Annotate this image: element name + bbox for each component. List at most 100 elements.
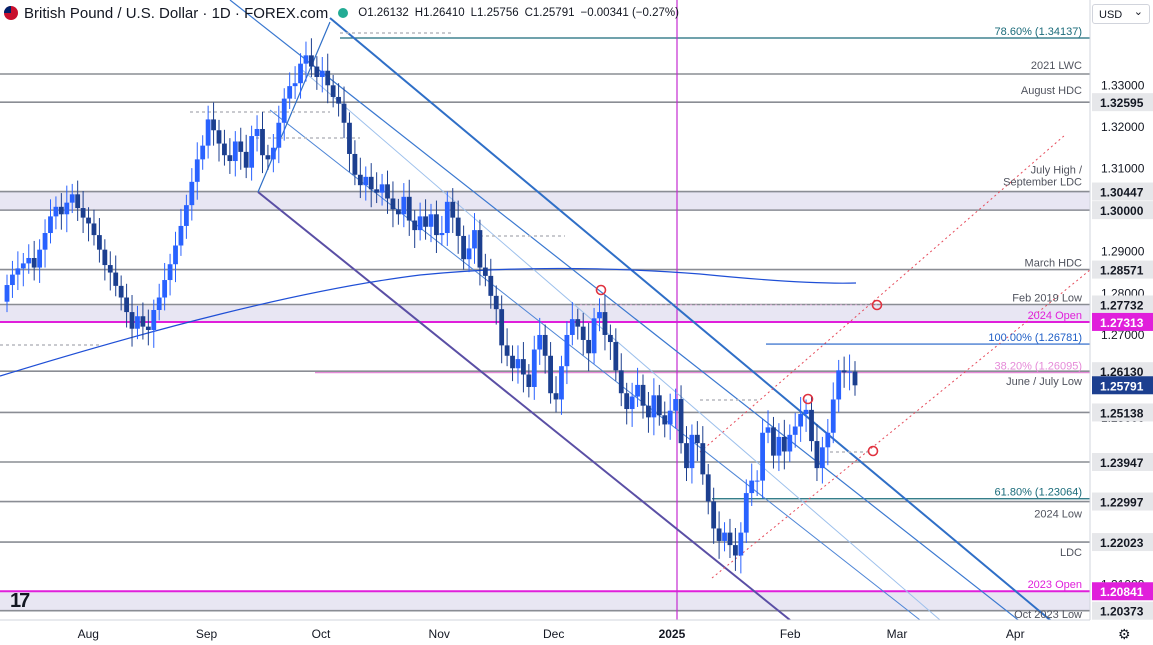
price-axis-label: 1.22997 (1100, 496, 1144, 510)
candle-body (809, 409, 814, 442)
pivot-marker (871, 299, 883, 311)
price-axis-label-bg (1092, 453, 1153, 472)
price-axis-label-bg (1092, 533, 1153, 552)
candle-body (167, 264, 173, 281)
candle-body (662, 415, 668, 425)
candle-body (461, 235, 467, 260)
candle-body (651, 395, 657, 418)
candle-body (260, 128, 265, 156)
candle-body (716, 528, 722, 541)
candle-body (787, 434, 793, 452)
close-value: C1.25791 (524, 7, 575, 19)
time-tick-label: Aug (78, 627, 99, 641)
price-axis-label: 1.25138 (1100, 406, 1144, 420)
candle-body (107, 265, 113, 273)
candle-body (395, 209, 401, 215)
price-axis-label-bg (1092, 295, 1153, 314)
candle-body (4, 285, 10, 302)
price-axis-label-bg (1092, 376, 1153, 395)
support-resistance-zone (0, 191, 1090, 211)
candle-body (20, 263, 26, 269)
candle-body (444, 201, 450, 234)
candle-body (292, 83, 298, 87)
price-axis-label: 1.30000 (1100, 204, 1144, 218)
price-axis-label: 1.30447 (1100, 186, 1144, 200)
symbol-title[interactable]: British Pound / U.S. Dollar · 1D · FOREX… (24, 4, 329, 22)
level-label: 61.80% (1.23064) (995, 487, 1082, 499)
fib-slope-lower (711, 269, 1091, 579)
candle-body (569, 319, 575, 335)
candle-body (488, 275, 494, 296)
time-tick-label: Oct (312, 627, 331, 641)
candle-body (825, 432, 831, 448)
candle-body (537, 334, 543, 350)
candle-body (499, 309, 505, 346)
candle-body (607, 334, 613, 343)
candle-body (75, 194, 81, 209)
candle-body (222, 143, 227, 156)
candle-body (249, 136, 255, 168)
candle-body (86, 217, 91, 224)
price-axis-label-bg (1092, 362, 1153, 381)
high-value: H1.26410 (414, 7, 465, 19)
candle-body (189, 181, 195, 206)
candle-body (243, 151, 249, 168)
candle-body (58, 206, 64, 215)
currency-select[interactable]: USD (1092, 2, 1150, 24)
pivot-marker (595, 284, 607, 296)
price-axis-label: 1.32595 (1100, 96, 1144, 110)
pivot-marker (802, 393, 814, 405)
candle-body (347, 122, 352, 154)
time-tick-label: Dec (543, 627, 564, 641)
tradingview-logo[interactable]: 17 (10, 590, 30, 612)
candle-body (553, 393, 559, 400)
candle-body (624, 393, 630, 410)
candle-body (542, 334, 548, 356)
candle-body (368, 176, 374, 190)
level-label: 78.60% (1.34137) (995, 26, 1082, 38)
candles-group (4, 38, 858, 574)
price-tick-label: 1.32000 (1101, 120, 1145, 134)
channel-line (229, 0, 1051, 645)
candle-body (635, 384, 640, 397)
candle-body (830, 399, 836, 433)
level-label: August HDC (1021, 85, 1082, 97)
candle-body (575, 319, 581, 327)
price-axis-label-bg (1092, 93, 1153, 112)
price-axis-label: 1.22023 (1100, 536, 1144, 550)
price-axis-label: 1.26130 (1100, 365, 1144, 379)
candle-body (711, 501, 717, 529)
candle-body (472, 230, 477, 249)
candle-body (678, 399, 684, 444)
candle-body (232, 141, 238, 162)
candle-body (629, 396, 635, 410)
candle-body (673, 399, 679, 411)
candle-body (493, 295, 499, 310)
channel-line (269, 109, 921, 621)
price-axis-label-bg (1092, 260, 1153, 279)
candle-body (173, 245, 178, 265)
candle-body (102, 249, 108, 266)
candle-body (287, 86, 293, 99)
candle-body (618, 370, 624, 394)
price-axis: 1.330001.320001.310001.300001.290001.280… (1089, 0, 1153, 620)
candle-body (531, 349, 537, 387)
candle-body (613, 342, 619, 371)
candle-body (597, 312, 602, 319)
candle-body (466, 248, 472, 260)
candle-body (64, 202, 70, 215)
candle-body (482, 267, 488, 276)
candle-body (738, 532, 744, 556)
candle-body (118, 285, 124, 298)
settings-gear-icon[interactable]: ⚙ (1118, 626, 1131, 642)
candle-body (53, 206, 59, 217)
candle-body (129, 312, 135, 329)
candle-body (270, 147, 276, 160)
candle-body (80, 208, 86, 218)
candle-body (733, 545, 738, 556)
market-status-icon (338, 8, 349, 18)
candle-body (765, 427, 771, 433)
candle-body (162, 280, 168, 298)
candle-body (646, 405, 651, 418)
